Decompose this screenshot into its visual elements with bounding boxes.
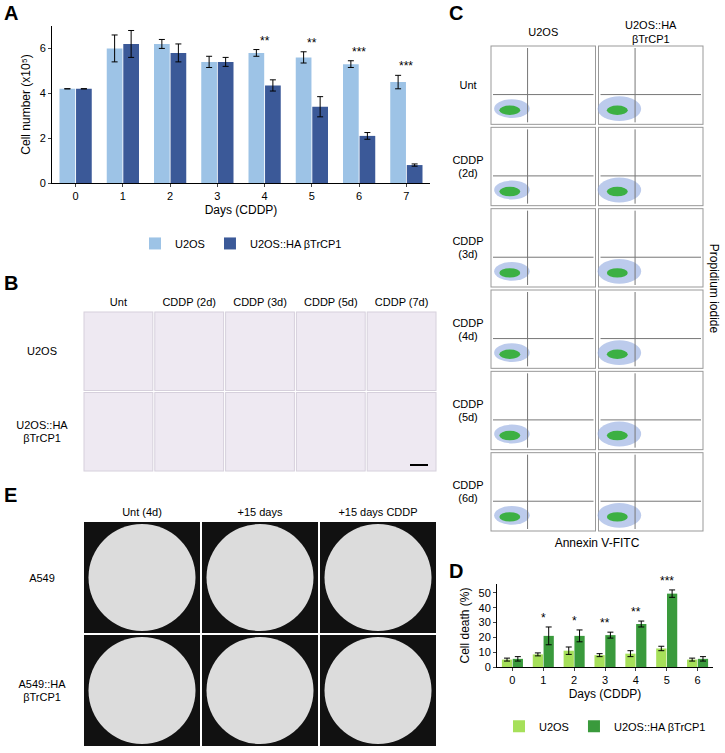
html-text:B: B [4, 272, 19, 294]
svg-text:4: 4 [40, 87, 46, 99]
svg-text:+15 days CDDP: +15 days CDDP [338, 506, 417, 518]
html-text:C: C [449, 2, 464, 24]
svg-text:βTrCP1: βTrCP1 [23, 432, 61, 444]
svg-text:**: ** [600, 616, 610, 630]
svg-text:CDDP: CDDP [452, 479, 483, 491]
svg-text:3: 3 [214, 190, 220, 202]
svg-text:+15 days: +15 days [238, 506, 283, 518]
svg-text:CDDP (7d): CDDP (7d) [375, 296, 429, 308]
svg-text:**: ** [260, 34, 270, 48]
svg-text:A549: A549 [29, 572, 55, 584]
svg-text:***: *** [660, 574, 674, 588]
svg-text:CDDP: CDDP [452, 398, 483, 410]
svg-text:3: 3 [602, 674, 608, 686]
svg-text:*: * [572, 614, 577, 628]
svg-text:βTrCP1: βTrCP1 [632, 33, 670, 45]
svg-text:CDDP (3d): CDDP (3d) [233, 296, 287, 308]
svg-text:*: * [541, 611, 546, 625]
svg-text:5: 5 [309, 190, 315, 202]
svg-text:Annexin V-FITC: Annexin V-FITC [555, 536, 640, 550]
svg-text:CDDP (5d): CDDP (5d) [304, 296, 358, 308]
svg-text:6: 6 [356, 190, 362, 202]
svg-text:CDDP: CDDP [452, 154, 483, 166]
svg-text:Cell number (x10⁵): Cell number (x10⁵) [19, 54, 33, 154]
svg-text:CDDP: CDDP [452, 235, 483, 247]
svg-text:30: 30 [479, 616, 491, 628]
svg-text:**: ** [631, 605, 641, 619]
svg-text:Propidium iodide: Propidium iodide [707, 244, 721, 334]
svg-text:4: 4 [262, 190, 268, 202]
svg-text:50: 50 [479, 587, 491, 599]
svg-text:2: 2 [167, 190, 173, 202]
html-text:D: D [449, 560, 464, 582]
svg-text:Cell death (%): Cell death (%) [458, 587, 472, 663]
svg-text:U2OS::HA βTrCP1: U2OS::HA βTrCP1 [614, 721, 706, 733]
svg-text:**: ** [307, 36, 317, 50]
svg-text:***: *** [399, 59, 413, 73]
svg-text:Unt: Unt [459, 79, 476, 91]
svg-text:Days (CDDP): Days (CDDP) [569, 687, 642, 701]
svg-text:U2OS: U2OS [175, 238, 205, 250]
svg-text:CDDP: CDDP [452, 317, 483, 329]
svg-text:CDDP (2d): CDDP (2d) [162, 296, 216, 308]
svg-text:2: 2 [40, 132, 46, 144]
html-text:E: E [4, 484, 18, 506]
svg-text:Days (CDDP): Days (CDDP) [205, 203, 278, 217]
svg-text:U2OS::HA: U2OS::HA [16, 419, 68, 431]
svg-text:(2d): (2d) [458, 167, 478, 179]
svg-text:U2OS::HA βTrCP1: U2OS::HA βTrCP1 [250, 238, 342, 250]
svg-text:0: 0 [40, 177, 46, 189]
svg-text:5: 5 [664, 674, 670, 686]
svg-text:40: 40 [479, 602, 491, 614]
svg-text:0: 0 [485, 661, 491, 673]
svg-text:6: 6 [695, 674, 701, 686]
svg-text:6: 6 [40, 42, 46, 54]
svg-text:1: 1 [540, 674, 546, 686]
svg-text:10: 10 [479, 646, 491, 658]
svg-text:0: 0 [73, 190, 79, 202]
svg-text:20: 20 [479, 631, 491, 643]
svg-text:7: 7 [403, 190, 409, 202]
svg-text:4: 4 [633, 674, 639, 686]
svg-text:0: 0 [509, 674, 515, 686]
svg-text:U2OS: U2OS [528, 26, 558, 38]
svg-text:U2OS: U2OS [539, 721, 569, 733]
svg-text:1: 1 [120, 190, 126, 202]
svg-text:U2OS::HA: U2OS::HA [625, 19, 677, 31]
svg-text:(5d): (5d) [458, 411, 478, 423]
svg-text:U2OS: U2OS [27, 345, 57, 357]
svg-text:βTrCP1: βTrCP1 [23, 691, 61, 703]
svg-text:A549::HA: A549::HA [18, 678, 66, 690]
svg-text:(6d): (6d) [458, 492, 478, 504]
svg-text:***: *** [352, 45, 366, 59]
svg-text:(3d): (3d) [458, 248, 478, 260]
html-text:A: A [4, 2, 19, 24]
svg-text:Unt (4d): Unt (4d) [122, 506, 162, 518]
svg-text:(4d): (4d) [458, 330, 478, 342]
svg-text:2: 2 [571, 674, 577, 686]
svg-text:Unt: Unt [110, 296, 127, 308]
